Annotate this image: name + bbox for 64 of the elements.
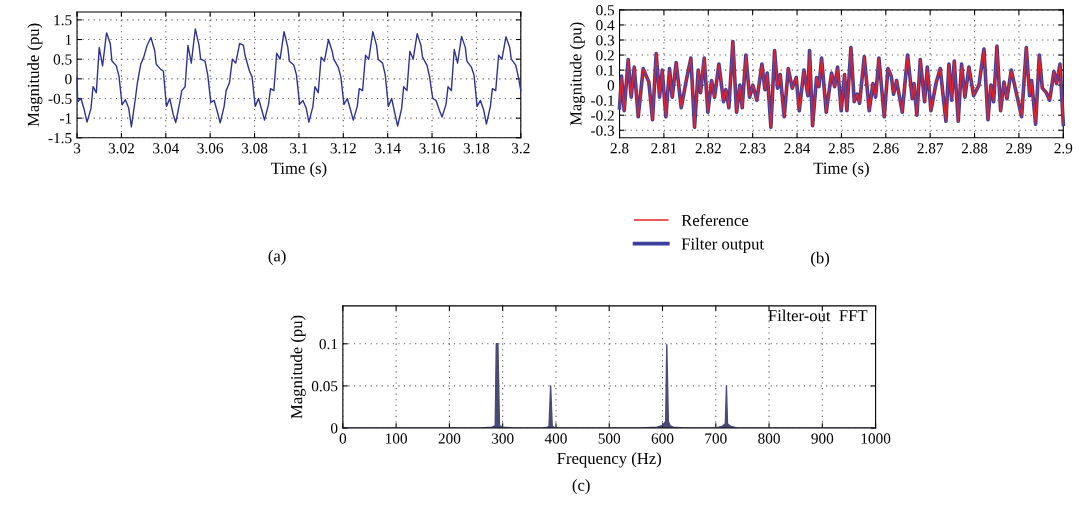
- x-tick-label: 800: [758, 433, 780, 444]
- y-tick-label: 0.2: [596, 50, 614, 61]
- y-tick-label: 1: [65, 34, 72, 45]
- x-tick-label: 500: [598, 433, 621, 444]
- x-tick-label: 3.12: [330, 143, 356, 154]
- x-tick-label: 2.89: [1006, 143, 1032, 154]
- x-tick-label: 300: [491, 433, 514, 444]
- x-tick-label: 3.18: [463, 143, 490, 154]
- x-tick-label: 400: [544, 433, 567, 444]
- x-tick-label: 200: [438, 433, 461, 444]
- x-tick-label: 2.9: [1054, 143, 1073, 154]
- x-tick-label: 2.83: [739, 143, 766, 154]
- x-tick-label: 600: [651, 433, 674, 444]
- y-tick-label: 0.3: [596, 35, 615, 46]
- x-tick-label: 3.06: [197, 143, 224, 154]
- y-tick-label: 0.5: [596, 5, 615, 16]
- y-tick-label: 1.5: [54, 15, 72, 26]
- x-tick-label: 3: [73, 143, 81, 154]
- x-axis-title: Time (s): [271, 162, 327, 178]
- x-tick-label: 2.82: [695, 143, 721, 154]
- y-axis-title: Magnitude (pu): [27, 23, 43, 127]
- y-axis-title: Magnitude (pu): [290, 315, 306, 419]
- x-tick-label: 900: [811, 433, 834, 444]
- x-axis-title: Frequency (Hz): [557, 452, 662, 468]
- y-tick-label: -0.5: [48, 93, 72, 105]
- annotation: Filter-out FFT: [768, 309, 868, 322]
- x-tick-label: 0: [339, 433, 347, 444]
- text: (c): [572, 479, 590, 495]
- x-tick-label: 3.16: [419, 143, 445, 154]
- y-tick-label: 0.1: [596, 65, 614, 76]
- x-tick-label: 3.2: [511, 143, 530, 154]
- x-tick-label: 3.1: [290, 143, 308, 154]
- x-tick-label: 2.86: [873, 143, 899, 154]
- y-tick-label: 0.05: [311, 381, 338, 392]
- x-tick-label: 3.04: [153, 143, 179, 154]
- y-tick-label: -0.1: [591, 95, 614, 106]
- legend-label: Filter output: [681, 237, 764, 253]
- y-tick-label: -0.3: [591, 125, 615, 136]
- x-tick-label: 2.88: [961, 143, 988, 154]
- x-tick-label: 100: [386, 433, 408, 444]
- y-axis-title: Magnitude (pu): [569, 22, 585, 126]
- x-tick-label: 2.81: [651, 143, 677, 154]
- y-tick-label: 0: [65, 73, 72, 85]
- y-tick-label: 0.4: [596, 20, 615, 31]
- x-tick-label: 2.87: [917, 143, 944, 154]
- x-axis-title: Time (s): [813, 162, 869, 178]
- text: (b): [811, 251, 830, 267]
- legend-label: Reference: [681, 214, 749, 227]
- x-tick-label: 2.85: [828, 143, 855, 154]
- x-tick-label: 3.08: [241, 143, 268, 154]
- y-tick-label: 0.1: [319, 338, 338, 350]
- x-tick-label: 3.14: [375, 143, 401, 154]
- y-tick-label: 0: [330, 423, 338, 434]
- y-tick-label: 0.5: [53, 54, 72, 65]
- y-tick-label: 0: [607, 80, 615, 91]
- y-tick-label: -1.5: [48, 133, 72, 144]
- y-tick-label: -0.2: [591, 110, 614, 121]
- x-tick-label: 700: [705, 433, 727, 444]
- text: (a): [268, 249, 286, 265]
- y-tick-label: -1: [60, 113, 72, 124]
- x-tick-label: 3.02: [108, 143, 134, 154]
- x-tick-label: 2.8: [610, 143, 629, 154]
- x-tick-label: 2.84: [784, 143, 811, 154]
- x-tick-label: 1000: [861, 433, 891, 444]
